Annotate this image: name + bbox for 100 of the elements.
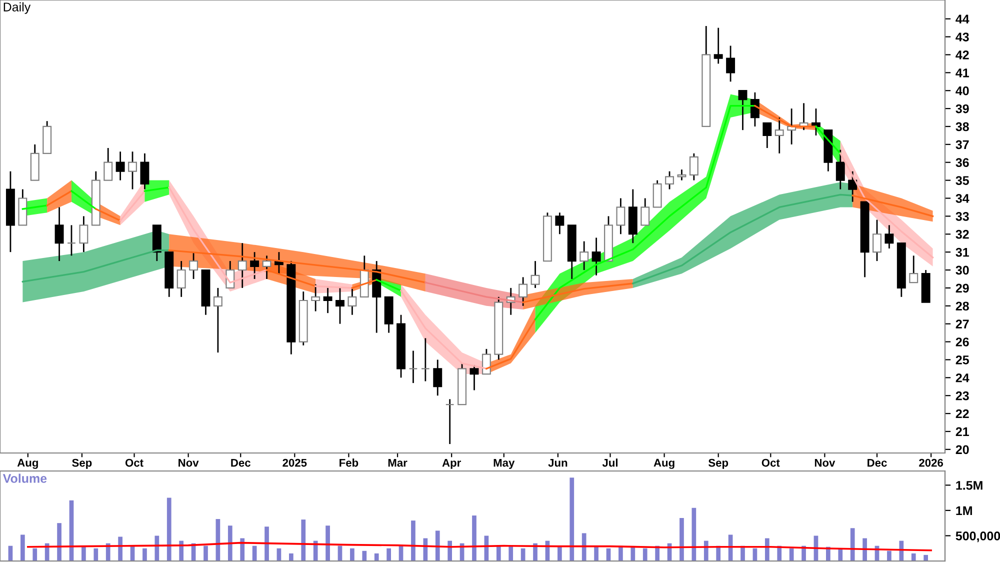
bar xyxy=(472,515,476,561)
y-tick-label: 43 xyxy=(956,32,969,42)
candlestick xyxy=(348,287,357,316)
y-tick-label: 39 xyxy=(956,104,969,114)
candlestick xyxy=(689,152,698,181)
candlestick xyxy=(250,251,260,280)
y-tick-label: 28 xyxy=(956,302,969,311)
bar xyxy=(764,538,770,561)
candlestick xyxy=(262,254,272,280)
y-tick-label: 25 xyxy=(956,356,969,364)
candlestick xyxy=(420,337,430,382)
bar xyxy=(204,546,208,561)
bar xyxy=(850,528,855,561)
candlestick xyxy=(140,152,150,190)
y-tick-label: 37 xyxy=(956,140,969,150)
bar xyxy=(594,546,598,561)
candlestick xyxy=(848,170,858,203)
candlestick xyxy=(580,240,589,271)
y-tick-label: 1.5M xyxy=(956,481,982,490)
y-tick-label: 32 xyxy=(956,230,969,239)
candlestick xyxy=(750,92,760,128)
bar xyxy=(228,526,232,561)
candlestick xyxy=(555,212,564,235)
x-tick-label: Sep xyxy=(72,458,92,469)
bar xyxy=(326,526,330,561)
bar xyxy=(496,546,501,561)
bar xyxy=(118,536,122,561)
candlestick xyxy=(408,350,418,384)
bar xyxy=(838,548,843,561)
candlestick xyxy=(482,348,491,375)
candlestick xyxy=(79,215,88,253)
candlestick xyxy=(433,359,442,396)
bar xyxy=(630,546,636,561)
y-tick-label: 23 xyxy=(956,391,969,400)
bar xyxy=(411,520,416,561)
bar xyxy=(301,520,306,561)
candlestick xyxy=(884,224,894,250)
candlestick xyxy=(128,150,137,190)
bar xyxy=(448,540,452,561)
x-tick-label: Oct xyxy=(762,458,780,467)
candlestick xyxy=(714,27,723,64)
candlestick xyxy=(176,260,186,298)
bar xyxy=(20,534,25,561)
y-tick-label: 33 xyxy=(956,212,969,221)
y-tick-label: 34 xyxy=(956,194,970,203)
bar xyxy=(508,546,514,561)
candlestick xyxy=(189,251,198,280)
bar xyxy=(423,538,428,561)
bar xyxy=(240,538,245,561)
candlestick xyxy=(116,150,125,181)
bar xyxy=(142,548,147,561)
candlestick xyxy=(67,224,76,256)
candlestick xyxy=(774,116,784,154)
x-tick-label: Feb xyxy=(340,458,358,467)
y-tick-label: 500,000 xyxy=(956,532,1000,542)
x-tick-label: Oct xyxy=(125,458,144,467)
x-tick-label: Apr xyxy=(442,458,461,469)
candlestick xyxy=(616,198,626,235)
y-tick-label: 41 xyxy=(956,68,969,78)
bar xyxy=(680,518,684,561)
candlestick xyxy=(54,206,64,262)
y-tick-label: 21 xyxy=(956,427,969,436)
bar xyxy=(94,548,98,561)
bar xyxy=(887,550,892,561)
y-tick-label: 27 xyxy=(956,320,969,328)
y-tick-label: 40 xyxy=(956,86,969,96)
x-tick-label: 2025 xyxy=(282,458,307,467)
y-tick-label: 26 xyxy=(956,338,969,346)
bar xyxy=(166,498,172,561)
x-tick-label: 2026 xyxy=(919,458,944,467)
chart-title: Volume xyxy=(2,474,47,483)
candlestick xyxy=(104,147,113,181)
candlestick xyxy=(909,254,918,284)
candlestick xyxy=(738,90,748,131)
bar xyxy=(288,553,294,561)
candlestick xyxy=(872,219,882,262)
bar xyxy=(558,546,562,561)
candlestick xyxy=(323,287,332,314)
bar xyxy=(374,553,379,561)
bar xyxy=(435,530,440,561)
y-tick-label: 35 xyxy=(956,176,969,185)
x-tick-label: Aug xyxy=(17,458,38,469)
x-tick-label: Dec xyxy=(868,458,887,467)
candlestick xyxy=(762,122,772,149)
candlestick xyxy=(336,287,344,325)
candlestick xyxy=(640,198,650,226)
candlestick xyxy=(677,168,686,181)
y-tick-label: 31 xyxy=(956,248,969,257)
chart-title: Daily xyxy=(4,2,31,14)
bar xyxy=(57,523,62,561)
y-tick-label: 30 xyxy=(956,266,969,275)
x-tick-label: Mar xyxy=(388,458,408,467)
x-tick-label: Jun xyxy=(548,458,568,467)
x-tick-label: Nov xyxy=(178,458,199,467)
y-tick-label: 38 xyxy=(956,122,969,132)
y-tick-label: 29 xyxy=(956,284,969,293)
candlestick xyxy=(836,149,845,190)
y-tick-label: 1M xyxy=(956,506,972,515)
bar xyxy=(911,553,916,561)
y-tick-label: 24 xyxy=(956,373,970,382)
